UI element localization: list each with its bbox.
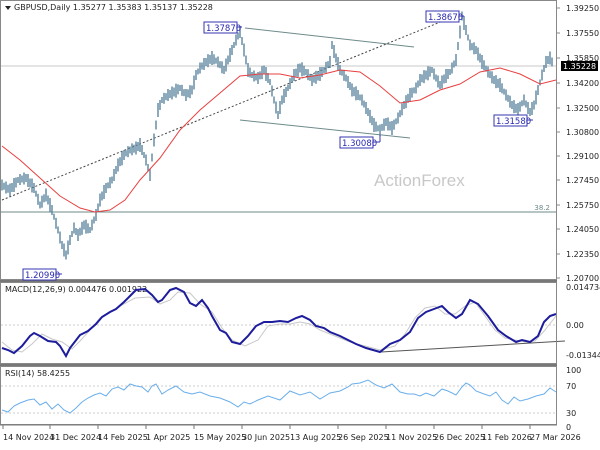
price-tick: 1.35850 bbox=[566, 54, 599, 63]
svg-text:0: 0 bbox=[566, 423, 571, 432]
time-tick: 11 Feb 2026 bbox=[482, 433, 532, 442]
svg-text:70: 70 bbox=[566, 382, 576, 391]
price-tick: 1.24050 bbox=[566, 225, 599, 234]
channel-lower bbox=[239, 119, 411, 139]
rsi-label: RSI(14) 58.4255 bbox=[5, 369, 70, 378]
rsi-panel bbox=[0, 366, 557, 425]
time-tick: 14 Nov 2024 bbox=[3, 433, 54, 442]
svg-text:0.014734: 0.014734 bbox=[566, 283, 600, 292]
time-tick: 26 Sep 2025 bbox=[338, 433, 389, 442]
main-panel bbox=[0, 0, 557, 280]
svg-text:0.00: 0.00 bbox=[566, 321, 584, 330]
channel-upper bbox=[244, 27, 415, 48]
time-tick: 30 Jun 2025 bbox=[242, 433, 290, 442]
time-tick: 15 May 2025 bbox=[194, 433, 246, 442]
callout-low-1: 1.30080 bbox=[339, 135, 381, 149]
price-tick: 1.39250 bbox=[566, 4, 599, 13]
svg-text:1.38670: 1.38670 bbox=[428, 13, 463, 23]
price-tick: 1.20700 bbox=[566, 274, 599, 283]
svg-text:1.30080: 1.30080 bbox=[342, 139, 377, 149]
macd-panel bbox=[0, 282, 557, 364]
price-tick: 1.22350 bbox=[566, 250, 599, 259]
svg-text:30: 30 bbox=[566, 409, 576, 418]
time-tick: 14 Feb 2025 bbox=[98, 433, 148, 442]
macd-line bbox=[1, 286, 557, 359]
time-tick: 31 Dec 2024 bbox=[50, 433, 101, 442]
price-tick: 1.34200 bbox=[566, 79, 599, 88]
price-tick: 1.25750 bbox=[566, 201, 599, 210]
price-tick: 1.32500 bbox=[566, 104, 599, 113]
callout-high-1: 1.37870 bbox=[203, 21, 242, 34]
price-axis: 1.39250 1.37550 1.35850 1.34200 1.32500 1.308… bbox=[556, 0, 599, 283]
svg-text:-0.013442: -0.013442 bbox=[566, 351, 600, 360]
time-tick: 27 Mar 2026 bbox=[530, 433, 581, 442]
fib-label: 38.2 bbox=[534, 204, 550, 212]
price-tick: 1.29100 bbox=[566, 152, 599, 161]
macd-axis: 0.014734 0.00 -0.013442 bbox=[556, 283, 600, 364]
svg-text:1.37870: 1.37870 bbox=[206, 24, 241, 34]
time-tick: 11 Nov 2025 bbox=[386, 433, 437, 442]
chart-title: GBPUSD,Daily 1.35277 1.35383 1.35137 1.3… bbox=[14, 3, 213, 12]
rsi-axis: 100 70 30 0 bbox=[556, 366, 581, 432]
time-tick: 26 Dec 2025 bbox=[434, 433, 485, 442]
svg-text:1.20990: 1.20990 bbox=[25, 271, 60, 281]
price-bars bbox=[1, 11, 553, 260]
svg-text:1.31580: 1.31580 bbox=[496, 117, 531, 127]
macd-signal-line bbox=[1, 291, 557, 353]
moving-average-line bbox=[1, 67, 557, 213]
macd-trendline bbox=[379, 340, 566, 353]
price-tick: 1.27450 bbox=[566, 176, 599, 185]
macd-label: MACD(12,26,9) 0.004476 0.001922 bbox=[5, 285, 147, 294]
rsi-line bbox=[1, 379, 557, 414]
dropdown-arrow-icon[interactable] bbox=[5, 6, 11, 10]
callout-low-2: 1.31580 bbox=[493, 114, 533, 127]
price-tick: 1.30800 bbox=[566, 128, 599, 137]
callout-high-2: 1.38670 bbox=[425, 10, 464, 23]
watermark: ActionForex bbox=[374, 171, 465, 190]
svg-text:100: 100 bbox=[566, 366, 581, 375]
time-tick: 1 Apr 2025 bbox=[146, 433, 190, 442]
time-tick: 13 Aug 2025 bbox=[290, 433, 341, 442]
callout-low-3: 1.20990 bbox=[22, 268, 62, 281]
price-tick: 1.37550 bbox=[566, 29, 599, 38]
current-price-badge: 1.35228 bbox=[561, 61, 598, 71]
svg-text:1.35228: 1.35228 bbox=[563, 62, 596, 71]
